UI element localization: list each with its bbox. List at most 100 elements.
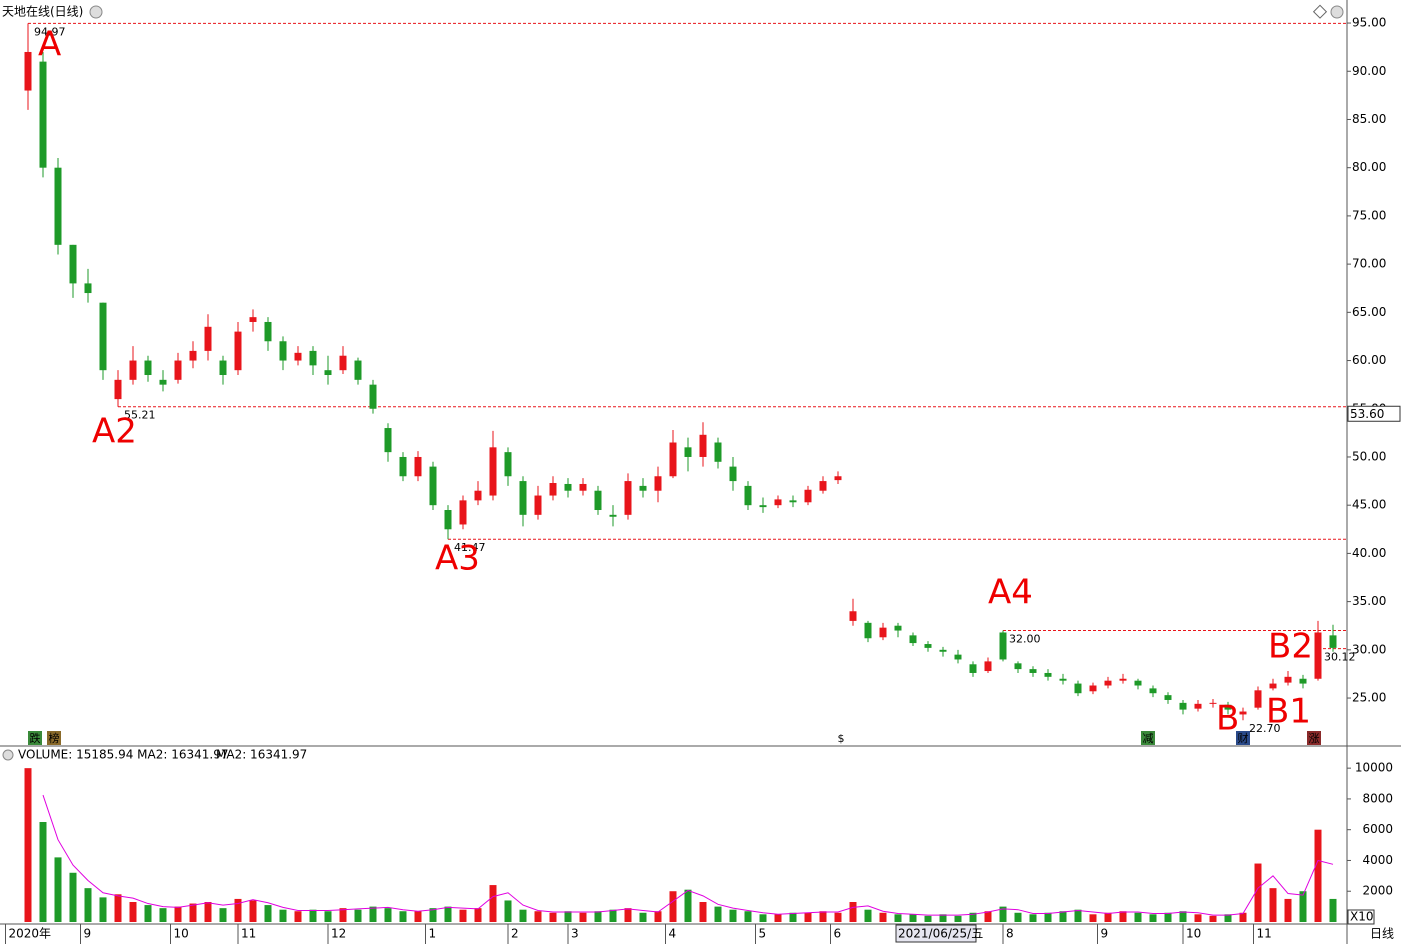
volume-bar — [969, 912, 977, 922]
volume-bar — [504, 900, 512, 922]
volume-bar — [114, 894, 122, 922]
candle-body — [429, 466, 437, 506]
x-tick-label: 8 — [1006, 927, 1014, 941]
candle-body — [729, 466, 737, 482]
volume-bar — [54, 857, 62, 922]
candle-body — [309, 350, 317, 366]
candle-body — [999, 632, 1007, 660]
x-tick-label: 2020年 — [9, 927, 52, 941]
badge: 财 — [1238, 731, 1249, 745]
candle-body — [459, 500, 467, 525]
annotation: B — [1216, 699, 1239, 739]
volume-bar — [1329, 898, 1337, 922]
volume-bar — [594, 911, 602, 922]
volume-bar — [1269, 888, 1277, 922]
candle-body — [354, 360, 362, 380]
candle-body — [69, 244, 77, 284]
volume-bar — [699, 902, 707, 922]
volume-bar — [1029, 914, 1037, 922]
volume-bar — [1284, 898, 1292, 922]
volume-bar — [1014, 912, 1022, 922]
price-label: 22.70 — [1249, 722, 1281, 735]
badge: $ — [838, 732, 845, 745]
volume-bar — [1044, 912, 1052, 922]
y-tick-label: 35.00 — [1352, 594, 1386, 608]
volume-bar — [264, 905, 272, 922]
candle-body — [54, 167, 62, 245]
badge: 跌 — [30, 731, 41, 745]
candle-body — [714, 442, 722, 462]
annotation: A3 — [435, 539, 480, 579]
candle-body — [1029, 669, 1037, 673]
annotation: A2 — [92, 412, 137, 452]
volume-bar — [579, 912, 587, 922]
candle-body — [744, 485, 752, 506]
candle-body — [849, 611, 857, 621]
y-tick-label: 80.00 — [1352, 160, 1386, 174]
diamond-icon[interactable] — [1312, 4, 1328, 19]
candle-body — [804, 489, 812, 503]
candle-body — [414, 456, 422, 477]
x-tick-label: 10 — [174, 927, 189, 941]
badge-bg — [47, 731, 61, 745]
annotation: A4 — [988, 573, 1033, 613]
candle-body — [144, 360, 152, 376]
x-tick-label: 2 — [511, 927, 519, 941]
volume-bar — [159, 908, 167, 922]
volume-bar — [819, 911, 827, 922]
volume-bar — [294, 911, 302, 922]
candle-body — [909, 635, 917, 644]
y-tick-label: 85.00 — [1352, 112, 1386, 126]
candle-body — [579, 483, 587, 491]
volume-bar — [354, 909, 362, 922]
volume-bar — [744, 911, 752, 922]
volume-bar — [399, 911, 407, 922]
badge: 涨 — [1309, 732, 1320, 745]
volume-bar — [279, 909, 287, 922]
volume-bar — [144, 905, 152, 922]
candle-body — [1149, 688, 1157, 694]
candle-body — [759, 505, 767, 508]
candle-body — [1269, 683, 1277, 689]
volume-bar — [834, 912, 842, 922]
volume-bar — [369, 906, 377, 922]
cursor-box — [1347, 405, 1401, 422]
candle-body — [549, 483, 557, 496]
settings-icon[interactable] — [89, 5, 103, 19]
candle-body — [609, 514, 617, 517]
volume-bar — [894, 914, 902, 922]
candle-body — [24, 51, 32, 91]
volume-bar — [924, 915, 932, 922]
candle-body — [444, 510, 452, 530]
candle-body — [639, 485, 647, 491]
candle-body — [369, 384, 377, 409]
volume-bar — [414, 911, 422, 922]
candle-body — [1209, 702, 1217, 704]
volume-bar — [639, 912, 647, 922]
candle-body — [234, 331, 242, 371]
price-label: 41.47 — [454, 541, 486, 554]
candle-body — [504, 452, 512, 477]
y-tick-label: 50.00 — [1352, 449, 1386, 463]
candle-body — [1329, 635, 1337, 648]
y-tick-label: 90.00 — [1352, 64, 1386, 78]
candle-body — [174, 360, 182, 380]
candle-body — [834, 476, 842, 481]
volume-bar — [339, 908, 347, 922]
candle-body — [1134, 680, 1142, 686]
candle-body — [789, 500, 797, 503]
volume-icon[interactable] — [2, 749, 14, 761]
volume-bar — [174, 906, 182, 922]
collapse-icon[interactable] — [1330, 5, 1344, 19]
y-tick-label: 45.00 — [1352, 498, 1386, 512]
volume-bar — [789, 912, 797, 922]
volume-bar — [1134, 912, 1142, 922]
volume-bar — [549, 912, 557, 922]
candle-body — [84, 283, 92, 294]
y-tick-label: 25.00 — [1352, 691, 1386, 705]
candle-body — [1239, 711, 1247, 715]
candle-body — [1254, 690, 1262, 708]
volume-bar — [954, 915, 962, 922]
candle-body — [774, 499, 782, 506]
